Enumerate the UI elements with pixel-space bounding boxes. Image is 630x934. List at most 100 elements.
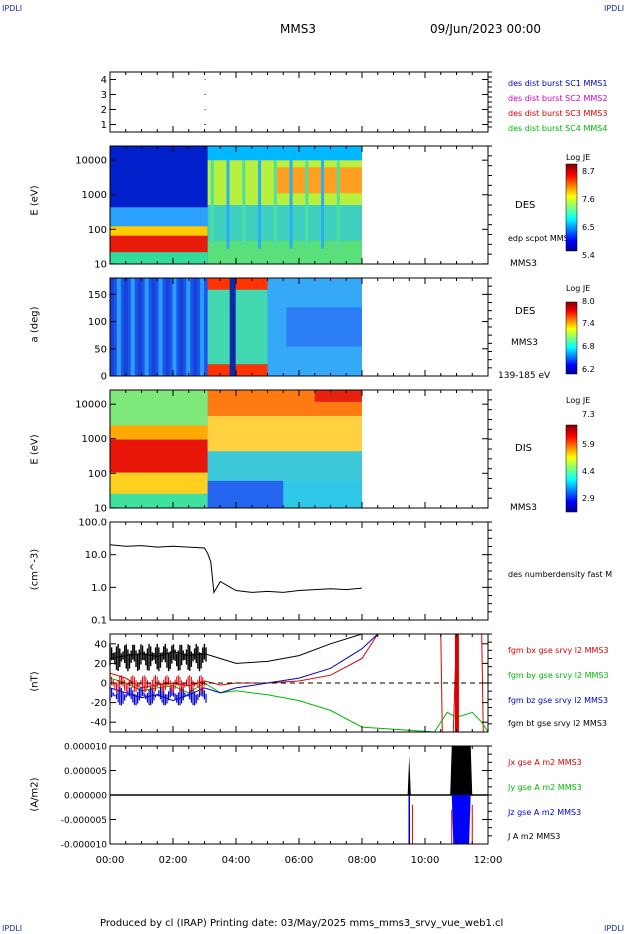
- dis-energy-orange: [110, 425, 208, 440]
- ytick-label: 50: [94, 344, 107, 355]
- ytick-label: 0.000000: [64, 792, 107, 802]
- cbar4-bar: [565, 424, 578, 513]
- ytick-label: 20: [94, 659, 107, 670]
- pad-streak-left: [158, 278, 163, 376]
- dis-energy-red: [110, 439, 208, 473]
- legend-jy: Jy gse A m2 MMS3: [508, 783, 582, 792]
- corner-tag-bottom-right: IPDLI: [604, 924, 625, 933]
- ytick-label: 1: [101, 120, 107, 131]
- xtick-label: 00:00: [96, 855, 125, 866]
- des-energy-streak: [226, 160, 230, 249]
- axes-layer: 4321100001000100101501005001000010001001…: [61, 71, 578, 866]
- pad-streak-left: [123, 278, 128, 376]
- cbar3-bar: [565, 301, 578, 375]
- panel2-bottom-label: MMS3: [510, 259, 537, 269]
- xtick-label: 08:00: [348, 855, 377, 866]
- pad-streak-left: [179, 278, 184, 376]
- legend-bt: fgm bt gse srvy l2 MMS3: [508, 719, 607, 728]
- pad-streak-left: [151, 278, 156, 376]
- ytick-label: 0.1: [91, 616, 107, 627]
- des-energy-band-yellow: [110, 226, 208, 239]
- xtick-label: 04:00: [222, 855, 251, 866]
- pad-right-mid: [286, 307, 362, 347]
- jz-burst-blue: [451, 795, 471, 844]
- legend-sc1: des dist burst SC1 MMS1: [508, 79, 608, 88]
- cbar2-tick-0: 8.7: [582, 167, 595, 176]
- legend-sc4: des dist burst SC4 MMS4: [508, 124, 608, 133]
- ytick-label: 150: [88, 290, 107, 301]
- cbar2-tick-2: 6.5: [582, 223, 595, 232]
- ytick-label: 100: [88, 317, 107, 328]
- des-energy-band-cyan: [110, 207, 208, 227]
- dis-energy-top-green: [110, 390, 208, 426]
- bfield-series-2: [109, 633, 379, 702]
- xtick-label: 12:00: [474, 855, 503, 866]
- des-energy-streak: [242, 160, 246, 249]
- cbar4-title: Log JE: [566, 396, 591, 405]
- panel-frame-1: [109, 71, 489, 133]
- ytick-label: 10: [94, 259, 107, 270]
- date-title: 09/Jun/2023 00:00: [430, 22, 542, 36]
- xtick-label: 10:00: [411, 855, 440, 866]
- des-energy-mid-teal: [207, 205, 362, 241]
- panel2-species: DES: [515, 200, 536, 211]
- ytick-label: 100: [88, 469, 107, 480]
- legend-by: fgm by gse srvy l2 MMS3: [508, 671, 609, 680]
- ytick-label: -40: [91, 718, 107, 729]
- panel4-species: DIS: [515, 443, 532, 454]
- panel3-spacecraft: MMS3: [511, 338, 538, 348]
- density-series-line: [109, 544, 363, 594]
- des-energy-streak: [289, 160, 293, 249]
- ytick-label: -0.000010: [61, 841, 107, 851]
- cbar2-bar: [565, 163, 578, 252]
- pad-streak-left: [137, 278, 142, 376]
- mission-title: MMS3: [280, 22, 316, 36]
- ytick-label: -20: [91, 698, 107, 709]
- cbar2-tick-1: 7.6: [582, 195, 595, 204]
- cbar3-tick-2: 6.8: [582, 342, 595, 351]
- dis-energy-mid-yellow: [207, 415, 362, 452]
- dis-energy-mid-cyan: [207, 451, 362, 481]
- ytick-label: 0: [101, 372, 107, 383]
- xtick-label: 02:00: [159, 855, 188, 866]
- des-energy-low-region: [110, 146, 208, 208]
- cbar3-tick-1: 7.4: [582, 319, 595, 328]
- cbar2-tick-3: 5.4: [582, 251, 595, 260]
- pad-mid-teal: [207, 289, 268, 365]
- ytick-label: 10.0: [85, 550, 107, 561]
- legend-jx: Jx gse A m2 MMS3: [508, 758, 582, 767]
- panel3-species: DES: [515, 306, 536, 317]
- legend-bz: fgm bz gse srvy l2 MMS3: [508, 696, 609, 705]
- dis-energy-bottom-green: [110, 493, 208, 508]
- ytick-label: 0.000005: [64, 767, 107, 777]
- heatmap-layer: [110, 146, 362, 508]
- pad-top-red: [207, 278, 268, 290]
- pad-streak-left: [186, 278, 191, 376]
- dis-energy-high-red: [314, 390, 362, 402]
- ytick-label: 2: [101, 105, 107, 116]
- panel2-overlay-label: edp scpot MMS3: [508, 234, 574, 243]
- pad-streak-left: [116, 278, 121, 376]
- legend-sc3: des dist burst SC3 MMS3: [508, 109, 608, 118]
- lines-layer: [109, 79, 489, 844]
- legend-sc2: des dist burst SC2 MMS2: [508, 94, 608, 103]
- dis-energy-yellow: [110, 472, 208, 494]
- ytick-label: -0.000005: [61, 816, 107, 826]
- des-energy-streak: [336, 160, 340, 249]
- panel4-bottom-label: MMS3: [510, 503, 537, 513]
- legend-j: J A m2 MMS3: [508, 832, 561, 841]
- ytick-label: 1000: [82, 434, 107, 445]
- dis-energy-low-blue: [207, 480, 284, 508]
- pad-streak-left: [130, 278, 135, 376]
- des-energy-streak: [258, 160, 262, 249]
- pad-streak-left: [172, 278, 177, 376]
- cbar3-tick-0: 8.0: [582, 297, 595, 306]
- ytick-label: 4: [101, 75, 107, 86]
- corner-tag-bottom-left: IPDLI: [2, 924, 23, 933]
- pad-streak-left: [200, 278, 205, 376]
- cbar4-tick-1: 5.9: [582, 440, 595, 449]
- legend-density: des numberdensity fast M: [508, 570, 613, 579]
- ytick-label: 100.0: [78, 518, 107, 529]
- ytick-label: 100: [88, 225, 107, 236]
